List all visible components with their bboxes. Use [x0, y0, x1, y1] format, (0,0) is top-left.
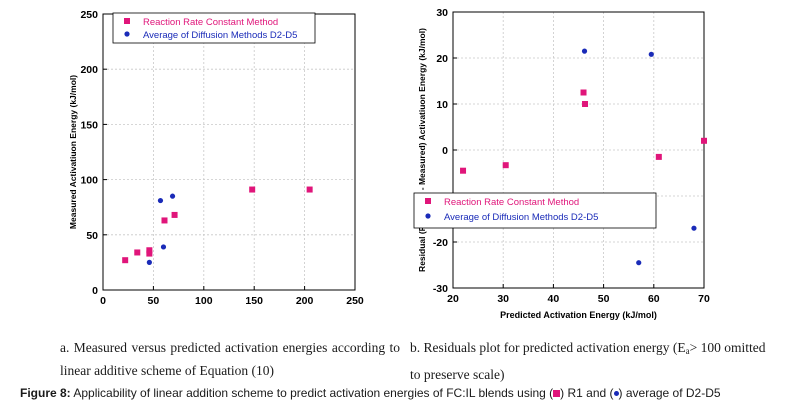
data-point-r1	[134, 249, 141, 256]
data-point-r1	[146, 250, 153, 257]
chart-b-legend: Reaction Rate Constant Method Average of …	[413, 192, 657, 229]
data-point-diffusion	[169, 193, 176, 199]
y-tick-label: 20	[436, 53, 448, 65]
chart-b-marks	[460, 48, 707, 266]
data-point-r1	[146, 247, 153, 254]
data-point-r1	[460, 167, 467, 174]
legend-label: Reaction Rate Constant Method	[444, 197, 579, 208]
data-point-diffusion	[160, 244, 167, 250]
chart-a-legend: Reaction Rate Constant Method Average of …	[112, 12, 316, 44]
y-tick-label: 30	[436, 7, 448, 19]
data-point-diffusion	[636, 260, 642, 266]
data-point-diffusion	[157, 197, 164, 204]
y-tick-label: 100	[80, 175, 98, 187]
y-tick-label: 10	[436, 99, 448, 111]
y-tick-label: 0	[92, 285, 98, 297]
data-point-r1	[306, 186, 313, 193]
caption-b: b. Residuals plot for predicted activati…	[410, 336, 770, 386]
y-tick-label: -20	[433, 237, 448, 249]
legend-box	[112, 12, 316, 44]
square-marker-icon	[553, 390, 561, 397]
legend-label: Reaction Rate Constant Method	[143, 17, 278, 28]
figure-text-before: Applicability of linear addition scheme …	[70, 386, 554, 400]
legend-label: Average of Diffusion Methods D2-D5	[143, 30, 297, 41]
x-tick-label: 60	[648, 293, 660, 305]
data-point-r1	[122, 257, 129, 264]
legend-label: Average of Diffusion Methods D2-D5	[444, 212, 598, 223]
x-tick-label: 250	[346, 295, 364, 307]
data-point-r1	[502, 162, 509, 169]
chart-a-frame	[102, 13, 356, 291]
figure-caption: Figure 8: Applicability of linear additi…	[20, 386, 721, 400]
chart-a-y-axis-label: Measured Activatiuon Energy (kJ/mol)	[68, 75, 78, 229]
data-point-diffusion	[146, 259, 152, 265]
chart-a: 0 50 100 150 200 250 0 50 100 150 200 250 Measured …	[68, 9, 364, 307]
chart-a-grid	[103, 14, 355, 290]
legend-marker	[124, 31, 130, 37]
x-tick-label: 50	[598, 293, 610, 305]
caption-b-subscript: a	[685, 346, 690, 356]
y-tick-label: 200	[80, 64, 98, 76]
y-tick-label: 250	[80, 9, 98, 21]
x-tick-label: 70	[698, 293, 710, 305]
data-point-diffusion	[581, 48, 588, 54]
legend-marker	[124, 18, 130, 24]
y-tick-label: 150	[80, 119, 98, 131]
x-tick-label: 30	[497, 293, 509, 305]
legend-box	[413, 192, 657, 229]
chart-b-grid	[453, 12, 704, 288]
chart-b-x-axis-label: Predicted Activation Energy (kJ/mol)	[500, 310, 657, 320]
data-point-r1	[161, 217, 168, 224]
y-tick-label: -30	[433, 283, 448, 295]
circle-marker-icon	[613, 391, 619, 396]
x-tick-label: 100	[195, 295, 213, 307]
chart-a-marks	[122, 186, 313, 265]
x-tick-label: 0	[100, 295, 106, 307]
legend-marker	[425, 198, 431, 204]
data-point-r1	[249, 186, 256, 193]
x-tick-label: 50	[148, 295, 160, 307]
caption-b-prefix: b. Residuals plot for predicted activati…	[410, 340, 686, 355]
data-point-r1	[701, 137, 707, 144]
data-point-diffusion	[691, 225, 697, 231]
figure-text-after: ) average of D2-D5	[618, 386, 721, 400]
x-tick-label: 200	[296, 295, 314, 307]
figure-text-middle: ) R1 and (	[560, 386, 614, 400]
y-tick-label: 50	[86, 230, 98, 242]
data-point-r1	[582, 101, 589, 107]
data-point-diffusion	[648, 51, 654, 57]
x-tick-label: 20	[447, 293, 459, 305]
legend-marker	[425, 213, 431, 219]
y-tick-label: 0	[442, 145, 448, 157]
x-tick-label: 150	[245, 295, 263, 307]
chart-a-ticks: 0 50 100 150 200 250 0 50 100 150 200 250	[80, 9, 363, 307]
data-point-r1	[655, 153, 662, 160]
caption-a: a. Measured versus predicted activation …	[60, 340, 400, 378]
caption-b-suffix: > 100 omitted to preserve scale)	[410, 340, 766, 382]
data-point-r1	[580, 89, 587, 96]
figure-label: Figure 8:	[20, 386, 71, 400]
data-point-r1	[171, 211, 178, 218]
x-tick-label: 40	[548, 293, 560, 305]
chart-b-y-axis-label: Residual (Predicted - Measured) Activati…	[417, 28, 427, 272]
